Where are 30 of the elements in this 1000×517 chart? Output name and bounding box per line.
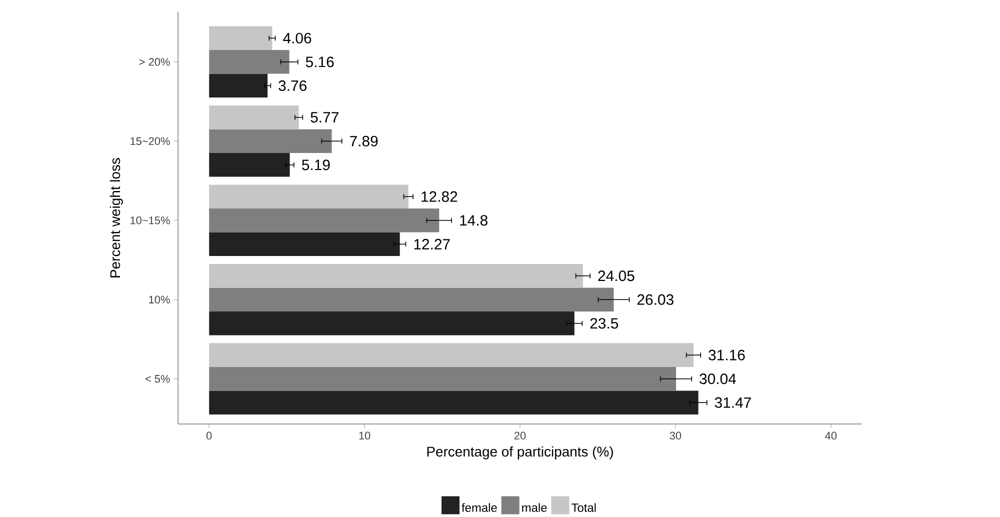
y-tick-label: > 20% [139, 58, 170, 66]
data-label: 24.05 [598, 270, 634, 281]
data-label: 5.77 [310, 112, 338, 122]
x-axis-title: Percentage of participants (%) [427, 446, 613, 460]
data-label: 5.19 [302, 159, 330, 170]
data-label: 12.82 [422, 191, 458, 202]
y-axis-title: Percent weight loss [110, 158, 123, 278]
y-tick-label: 10~15% [130, 216, 170, 224]
x-tick-label: 40 [825, 432, 837, 440]
x-tick-label: 0 [206, 432, 212, 440]
x-tick-label: 10 [359, 432, 370, 440]
data-label: 3.76 [278, 80, 307, 91]
data-label: 14.8 [460, 214, 488, 226]
data-label: 31.47 [714, 397, 751, 408]
data-label: 30.04 [700, 373, 736, 384]
y-tick-label: < 5% [146, 374, 170, 383]
data-label: 7.89 [350, 136, 378, 146]
y-tick-label: 10% [149, 296, 170, 304]
data-label: 5.16 [306, 56, 334, 68]
x-tick-label: 20 [514, 432, 526, 440]
legend-label: male [522, 503, 547, 512]
data-label: 31.16 [708, 350, 745, 360]
legend-label: female [462, 503, 497, 512]
y-tick-label: 15~20% [130, 137, 170, 145]
data-label: 12.27 [414, 238, 450, 250]
legend-label: Total [572, 503, 596, 512]
x-tick-label: 30 [670, 432, 682, 440]
data-label: 23.5 [590, 318, 618, 329]
data-label: 4.06 [283, 32, 312, 44]
data-label: 26.03 [637, 294, 674, 305]
